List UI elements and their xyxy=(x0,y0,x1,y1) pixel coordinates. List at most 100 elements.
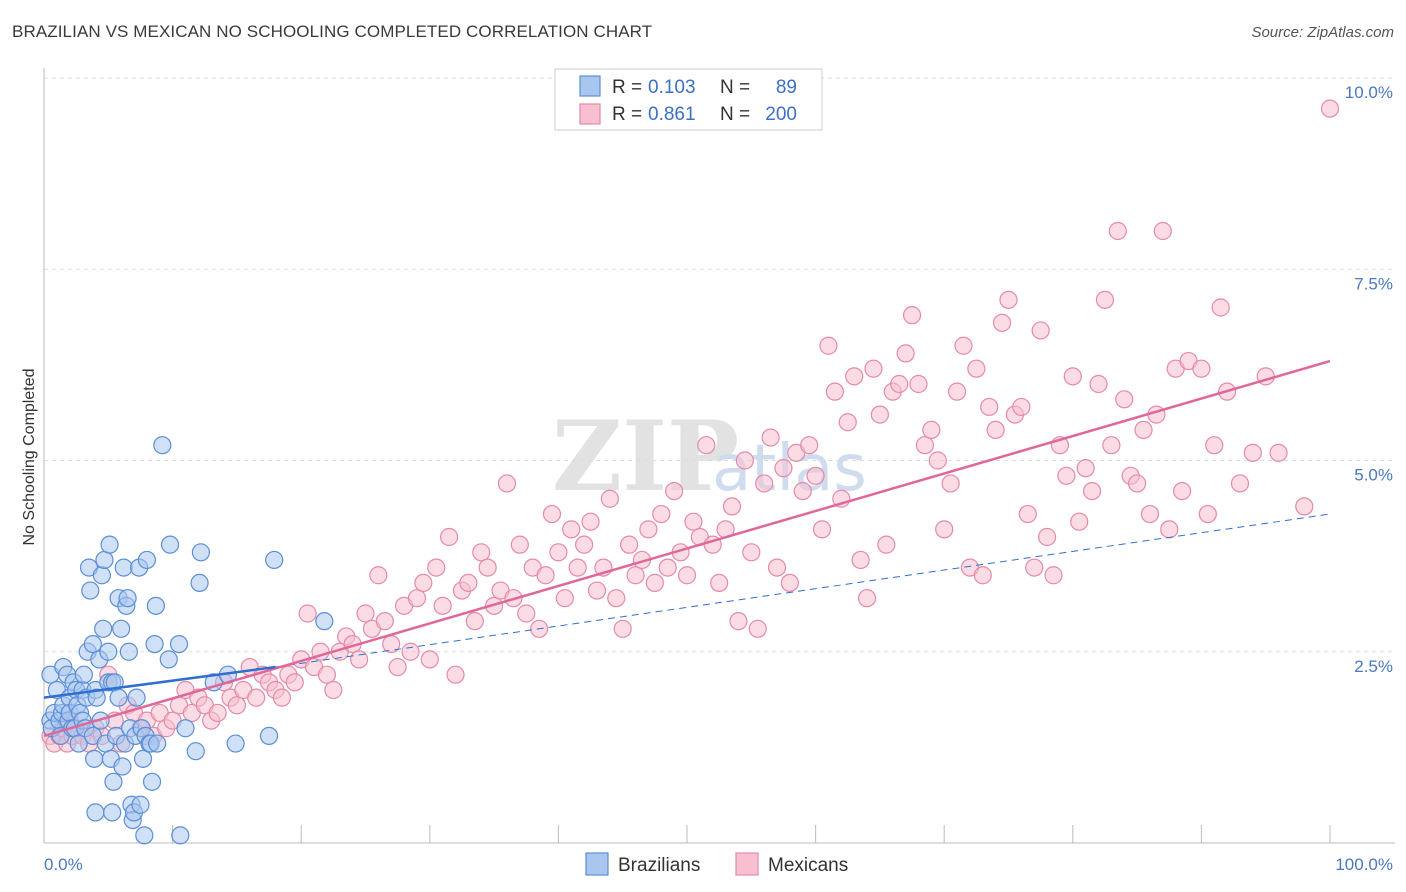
mexicans-point-139 xyxy=(915,436,935,455)
mexicans-point-155 xyxy=(1018,504,1037,524)
mexicans-point-46 xyxy=(317,665,337,684)
legend-n-value-1: 89 xyxy=(776,77,797,98)
mexicans-point-54 xyxy=(369,566,388,585)
mexicans-point-182 xyxy=(1198,504,1217,524)
mexicans-point-85 xyxy=(568,558,587,577)
mexicans-point-82 xyxy=(549,543,568,562)
brazilians-point-43 xyxy=(100,535,119,554)
mexicans-point-94 xyxy=(626,566,645,585)
mexicans-point-184 xyxy=(1211,298,1230,317)
legend-r-label-1: R = xyxy=(612,77,642,98)
mexicans-point-39 xyxy=(272,688,292,707)
mexicans-point-66 xyxy=(446,665,465,684)
brazilians-point-34 xyxy=(87,688,106,707)
bottom-legend-mexicans[interactable]: Mexicans xyxy=(768,855,848,876)
mexicans-point-112 xyxy=(742,543,761,562)
brazilians-point-81 xyxy=(169,634,189,654)
mexicans-point-120 xyxy=(793,482,812,501)
mexicans-point-141 xyxy=(928,451,947,470)
mexicans-point-167 xyxy=(1095,290,1115,309)
axes xyxy=(43,68,1395,844)
brazilians-point-57 xyxy=(118,589,137,608)
mexicans-point-103 xyxy=(684,512,703,531)
mexicans-point-87 xyxy=(581,512,600,531)
brazilians-point-77 xyxy=(148,734,167,753)
mexicans-point-189 xyxy=(1269,443,1288,462)
mexicans-point-152 xyxy=(999,290,1018,309)
mexicans-point-166 xyxy=(1089,374,1108,394)
mexicans-point-88 xyxy=(587,581,607,600)
mexicans-point-62 xyxy=(420,650,439,669)
mexicans-point-145 xyxy=(954,336,973,355)
mexicans-point-69 xyxy=(465,612,484,631)
brazilians-point-71 xyxy=(137,550,156,570)
brazilians-point-39 xyxy=(95,550,114,570)
mexicans-point-76 xyxy=(510,535,529,554)
mexicans-point-81 xyxy=(542,504,562,524)
bottom-legend-swatch-mexicans[interactable] xyxy=(735,852,759,876)
mexicans-point-129 xyxy=(851,550,870,570)
x-tick-label-0: 0.0% xyxy=(44,855,83,874)
correlation-legend: R = 0.103 N = 89 R = 0.861 N = 200 xyxy=(554,68,823,131)
brazilians-point-83 xyxy=(176,719,195,738)
brazilians-point-85 xyxy=(190,573,209,593)
trend-lines xyxy=(43,359,1331,738)
mexicans-point-92 xyxy=(613,619,632,638)
mexicans-point-137 xyxy=(902,306,922,325)
mexicans-point-96 xyxy=(639,520,658,539)
chart-source: Source: ZipAtlas.com xyxy=(1251,24,1394,41)
brazilians-point-53 xyxy=(113,757,132,776)
mexicans-points xyxy=(41,99,1340,753)
mexicans-point-136 xyxy=(896,344,915,363)
mexicans-point-128 xyxy=(845,367,864,386)
brazilians-point-23 xyxy=(74,665,93,684)
brazilians-point-38 xyxy=(94,619,113,638)
mexicans-point-64 xyxy=(433,596,452,615)
mexicans-point-117 xyxy=(774,459,793,478)
mexicans-point-122 xyxy=(806,466,825,485)
mexicans-point-100 xyxy=(665,482,684,501)
mexicans-point-91 xyxy=(607,589,626,608)
legend-n-label-2: N = xyxy=(720,104,750,125)
chart-title: BRAZILIAN VS MEXICAN NO SCHOOLING COMPLE… xyxy=(12,22,653,41)
legend-n-label-1: N = xyxy=(720,77,750,98)
mexicans-point-177 xyxy=(1160,520,1179,539)
mexicans-point-150 xyxy=(986,420,1005,439)
mexicans-point-161 xyxy=(1057,466,1076,485)
brazilians-point-64 xyxy=(127,688,146,707)
mexicans-point-61 xyxy=(414,573,433,593)
x-tick-label-1: 100.0% xyxy=(1335,855,1393,874)
mexicans-point-71 xyxy=(478,558,497,577)
brazilians-point-92 xyxy=(315,612,334,631)
brazilians-point-29 xyxy=(83,634,102,654)
mexicans-point-83 xyxy=(555,589,574,608)
mexicans-point-176 xyxy=(1153,221,1172,241)
legend-swatch-mexicans xyxy=(579,103,601,125)
mexicans-point-132 xyxy=(870,405,890,424)
brazilians-point-68 xyxy=(133,749,153,768)
brazilians-point-19 xyxy=(69,734,88,753)
mexicans-point-43 xyxy=(298,604,317,623)
mexicans-point-151 xyxy=(992,313,1012,332)
mexicans-point-179 xyxy=(1173,482,1192,501)
brazilians-point-79 xyxy=(159,650,178,669)
mexicans-point-118 xyxy=(780,573,799,593)
mexicans-point-149 xyxy=(980,397,999,417)
y-tick-label-2: 7.5% xyxy=(1354,274,1393,293)
bottom-legend-swatch-brazilians[interactable] xyxy=(585,852,609,876)
watermark-zip: ZIP xyxy=(552,400,739,513)
brazilians-point-47 xyxy=(104,772,123,791)
mexicans-point-173 xyxy=(1134,420,1153,439)
brazilians-point-31 xyxy=(85,749,104,768)
mexicans-point-84 xyxy=(562,520,581,539)
mexicans-point-116 xyxy=(767,558,787,577)
brazilians-point-78 xyxy=(153,436,172,455)
mexicans-point-121 xyxy=(800,436,819,455)
mexicans-point-191 xyxy=(1320,99,1340,118)
mexicans-point-77 xyxy=(517,604,536,623)
brazilians-trend-dashed xyxy=(275,513,1331,668)
mexicans-point-172 xyxy=(1127,474,1147,493)
bottom-legend-brazilians[interactable]: Brazilians xyxy=(618,855,700,876)
mexicans-point-135 xyxy=(890,374,909,394)
mexicans-point-138 xyxy=(909,374,928,394)
